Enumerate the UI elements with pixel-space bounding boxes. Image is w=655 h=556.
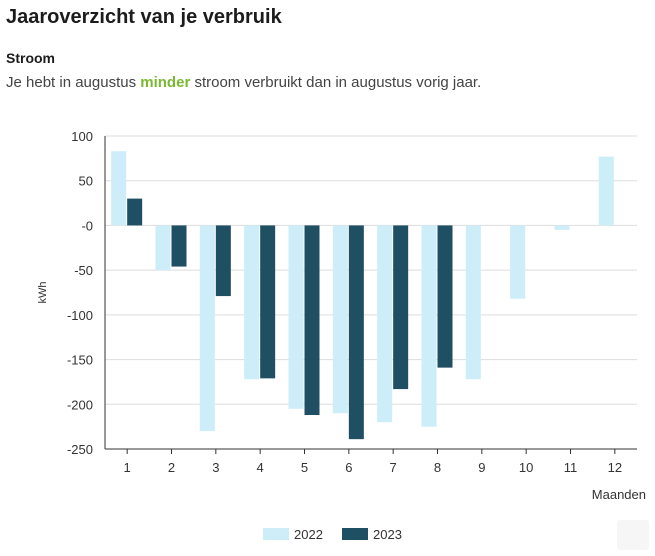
legend-label: 2023 (373, 527, 402, 542)
y-tick-label: -100 (67, 308, 93, 323)
x-tick-label: 10 (519, 460, 533, 475)
page-title: Jaaroverzicht van je verbruik (6, 6, 282, 28)
bar-2023 (127, 198, 143, 226)
bar-2023 (304, 225, 320, 416)
x-tick-label: 3 (212, 460, 219, 475)
x-tick-label: 8 (434, 460, 441, 475)
bar-2022 (554, 225, 570, 230)
bar-2022 (510, 225, 526, 299)
bar-2022 (111, 151, 127, 226)
x-tick-label: 7 (390, 460, 397, 475)
bar-2022 (288, 225, 304, 409)
bar-2022 (465, 225, 481, 380)
x-axis-label: Maanden (592, 487, 646, 502)
bar-2022 (199, 225, 215, 432)
x-tick-label: 4 (257, 460, 264, 475)
x-tick-label: 12 (608, 460, 622, 475)
y-tick-label: -50 (74, 263, 93, 278)
y-tick-label: 100 (71, 129, 93, 144)
y-tick-label: -200 (67, 397, 93, 412)
message-suffix: stroom verbruikt dan in augustus vorig j… (190, 74, 482, 91)
bar-2023 (393, 225, 409, 390)
legend-swatch-2022 (263, 528, 289, 540)
y-tick-label: 50 (79, 174, 93, 189)
y-axis-label: kWh (37, 282, 49, 304)
bar-2022 (377, 225, 393, 423)
bar-2023 (437, 225, 453, 368)
bar-2022 (332, 225, 348, 414)
bar-2022 (155, 225, 171, 271)
x-tick-label: 9 (478, 460, 485, 475)
y-tick-label: -0 (81, 218, 93, 233)
bar-2022 (244, 225, 260, 380)
message-highlight: minder (140, 74, 191, 91)
bar-2022 (598, 156, 614, 226)
bar-2022 (421, 225, 437, 427)
x-tick-label: 1 (124, 460, 131, 475)
x-tick-label: 6 (345, 460, 352, 475)
bar-2023 (171, 225, 187, 267)
message-prefix: Je hebt in augustus (6, 74, 141, 91)
x-tick-label: 2 (168, 460, 175, 475)
usage-message: Je hebt in augustus minder stroom verbru… (6, 74, 481, 91)
x-tick-label: 11 (564, 460, 578, 475)
legend-label: 2022 (294, 527, 323, 542)
y-tick-label: -250 (67, 442, 93, 457)
bar-2023 (260, 225, 276, 379)
bar-2023 (348, 225, 364, 440)
x-tick-label: 5 (301, 460, 308, 475)
legend-swatch-2023 (342, 528, 368, 540)
y-tick-label: -150 (67, 353, 93, 368)
bar-2023 (215, 225, 231, 297)
scroll-top-button[interactable] (617, 520, 649, 550)
section-title: Stroom (6, 50, 55, 66)
